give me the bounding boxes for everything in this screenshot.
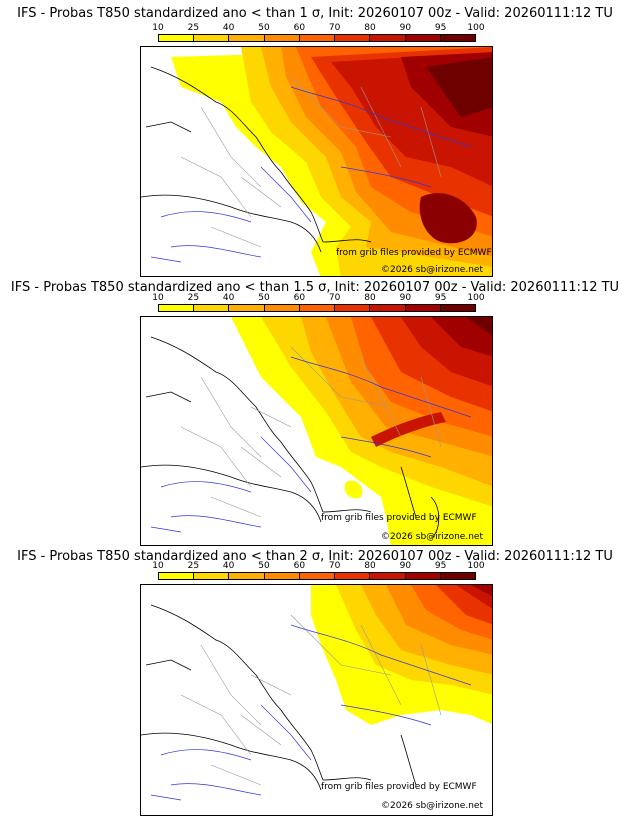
colorbar — [158, 572, 476, 580]
rivers — [150, 624, 472, 801]
colorbar-swatch — [335, 573, 371, 579]
colorbar-swatch — [335, 35, 371, 41]
colorbar-tick-label: 40 — [222, 23, 235, 33]
colorbar-swatch — [159, 573, 195, 579]
colorbar-swatch — [264, 35, 300, 41]
colorbar-swatch — [229, 305, 265, 311]
probability-map: from grib files provided by ECMWF ©2026 … — [140, 584, 493, 816]
colorbar-swatch — [194, 35, 230, 41]
colorbar-tick-label: 40 — [222, 561, 235, 571]
colorbar-tick-label: 10 — [152, 23, 164, 33]
colorbar-swatch — [335, 305, 371, 311]
colorbar-tick-label: 95 — [434, 561, 447, 571]
colorbar-tick-label: 10 — [152, 561, 164, 571]
colorbar-tick-label: 50 — [258, 293, 270, 303]
admin-borders — [180, 614, 442, 786]
colorbar-tick-label: 80 — [364, 561, 376, 571]
colorbar-tick-label: 100 — [467, 23, 485, 33]
copyright-credit: ©2026 sb@irizone.net — [381, 532, 483, 542]
colorbar — [158, 304, 476, 312]
prob-area-80 — [371, 412, 446, 447]
prob-area-95 — [419, 193, 477, 244]
colorbar-labels: 10 25 40 50 60 70 80 90 95 100 — [152, 561, 484, 571]
data-source-credit: from grib files provided by ECMWF — [336, 248, 492, 258]
rivers — [150, 86, 472, 263]
colorbar-tick-label: 90 — [399, 293, 412, 303]
colorbar-tick-label: 95 — [434, 293, 447, 303]
colorbar-tick-label: 70 — [328, 561, 341, 571]
colorbar-swatch — [440, 35, 475, 41]
colorbar — [158, 34, 476, 42]
rivers — [150, 356, 472, 533]
colorbar-tick-label: 60 — [293, 561, 306, 571]
colorbar-tick-label: 70 — [328, 293, 341, 303]
map-panel-1: IFS - Probas T850 standardized ano < tha… — [0, 0, 630, 277]
map-panel-2: IFS - Probas T850 standardized ano < tha… — [0, 276, 630, 546]
colorbar-swatch — [264, 305, 300, 311]
prob-area-95 — [426, 57, 492, 117]
prob-area-10 — [344, 480, 363, 499]
colorbar-tick-label: 25 — [187, 23, 200, 33]
probability-map: from grib files provided by ECMWF ©2026 … — [140, 316, 493, 546]
colorbar-swatch — [229, 573, 265, 579]
colorbar-tick-label: 60 — [293, 293, 306, 303]
colorbar-swatch — [194, 305, 230, 311]
colorbar-swatch — [264, 573, 300, 579]
colorbar-swatch — [229, 35, 265, 41]
colorbar-tick-label: 25 — [187, 293, 200, 303]
colorbar-tick-label: 50 — [258, 23, 270, 33]
panel-title: IFS - Probas T850 standardized ano < tha… — [10, 280, 620, 295]
colorbar-tick-label: 25 — [187, 561, 200, 571]
colorbar-swatch — [405, 35, 441, 41]
panel-title: IFS - Probas T850 standardized ano < tha… — [17, 6, 613, 21]
map-graphic — [141, 47, 492, 276]
admin-borders — [180, 76, 442, 248]
colorbar-labels: 10 25 40 50 60 70 80 90 95 100 — [152, 293, 484, 303]
colorbar-tick-label: 40 — [222, 293, 235, 303]
colorbar-swatch — [370, 573, 406, 579]
data-source-credit: from grib files provided by ECMWF — [321, 513, 477, 523]
copyright-credit: ©2026 sb@irizone.net — [381, 265, 483, 275]
colorbar-swatch — [370, 305, 406, 311]
colorbar-swatch — [405, 305, 441, 311]
colorbar-tick-label: 90 — [399, 23, 412, 33]
colorbar-tick-label: 100 — [467, 561, 485, 571]
colorbar-swatch — [299, 35, 336, 41]
coastline — [141, 604, 417, 791]
colorbar-swatch — [159, 35, 195, 41]
admin-borders — [180, 346, 442, 518]
colorbar-swatch — [440, 573, 475, 579]
map-graphic — [141, 317, 492, 545]
prob-area-90 — [431, 317, 492, 357]
colorbar-swatch — [299, 573, 336, 579]
colorbar-tick-label: 100 — [467, 293, 485, 303]
colorbar-tick-label: 80 — [364, 293, 376, 303]
copyright-credit: ©2026 sb@irizone.net — [381, 801, 483, 811]
map-panel-3: IFS - Probas T850 standardized ano < tha… — [0, 546, 630, 828]
colorbar-swatch — [370, 35, 406, 41]
colorbar-tick-label: 80 — [364, 23, 376, 33]
panel-title: IFS - Probas T850 standardized ano < tha… — [17, 549, 613, 564]
colorbar-tick-label: 50 — [258, 561, 270, 571]
colorbar-labels: 10 25 40 50 60 70 80 90 95 100 — [152, 23, 484, 33]
colorbar-swatch — [405, 573, 441, 579]
colorbar-tick-label: 10 — [152, 293, 164, 303]
colorbar-swatch — [299, 305, 336, 311]
colorbar-swatch — [440, 305, 475, 311]
colorbar-tick-label: 95 — [434, 23, 447, 33]
colorbar-swatch — [159, 305, 195, 311]
colorbar-tick-label: 60 — [293, 23, 306, 33]
colorbar-tick-label: 90 — [399, 561, 412, 571]
coastline — [141, 336, 440, 538]
colorbar-tick-label: 70 — [328, 23, 341, 33]
colorbar-swatch — [194, 573, 230, 579]
probability-map: from grib files provided by ECMWF ©2026 … — [140, 46, 493, 277]
prob-area-95 — [466, 317, 492, 336]
data-source-credit: from grib files provided by ECMWF — [321, 782, 477, 792]
map-graphic — [141, 585, 492, 801]
coastline — [141, 66, 372, 253]
